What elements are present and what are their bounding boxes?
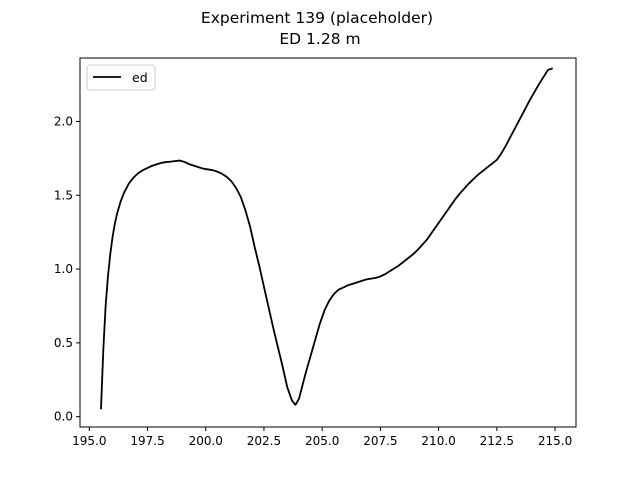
series-line-ed — [100, 67, 553, 410]
series-layer — [100, 67, 553, 410]
chart-title: Experiment 139 (placeholder) — [201, 9, 433, 27]
x-tick-label: 197.5 — [130, 434, 164, 448]
y-tick-label: 2.0 — [54, 114, 73, 128]
y-tick-label: 0.5 — [54, 336, 73, 350]
x-tick-label: 200.0 — [189, 434, 223, 448]
x-tick-label: 207.5 — [363, 434, 397, 448]
chart-subtitle: ED 1.28 m — [279, 30, 360, 48]
legend: ed — [86, 64, 156, 91]
y-tick-label: 1.0 — [54, 262, 73, 276]
x-tick-label: 205.0 — [305, 434, 339, 448]
x-tick-label: 212.5 — [480, 434, 514, 448]
x-tick-label: 215.0 — [538, 434, 572, 448]
x-tick-label: 195.0 — [72, 434, 106, 448]
legend-label: ed — [132, 70, 148, 85]
y-tick-label: 1.5 — [54, 188, 73, 202]
plot-frame — [79, 57, 577, 428]
axis-ticks: 195.0 197.5 200.0 202.5 205.0 207.5 210.0 212.5… — [54, 114, 572, 448]
x-tick-label: 202.5 — [247, 434, 281, 448]
x-tick-label: 210.0 — [421, 434, 455, 448]
y-tick-label: 0.0 — [54, 410, 73, 424]
